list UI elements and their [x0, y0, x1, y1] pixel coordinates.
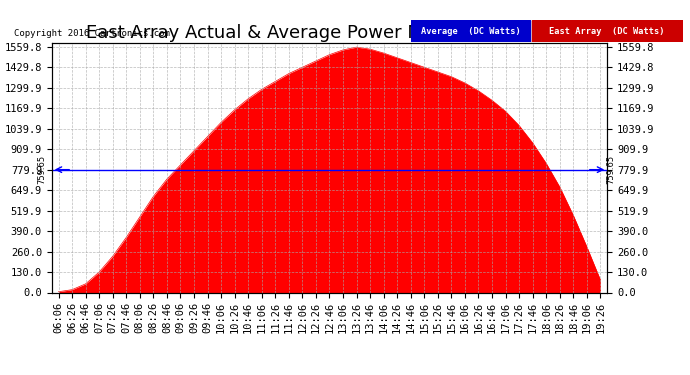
- Text: 759.65: 759.65: [607, 155, 615, 184]
- Bar: [532, 20, 683, 42]
- Text: Average  (DC Watts): Average (DC Watts): [421, 27, 520, 36]
- Text: Copyright 2016 Cartronics.com: Copyright 2016 Cartronics.com: [14, 28, 170, 38]
- Text: East Array  (DC Watts): East Array (DC Watts): [549, 27, 664, 36]
- Text: 759.65: 759.65: [38, 155, 47, 184]
- Title: East Array Actual & Average Power Mon Aug 22 19:40: East Array Actual & Average Power Mon Au…: [86, 24, 573, 42]
- Bar: [411, 20, 531, 42]
